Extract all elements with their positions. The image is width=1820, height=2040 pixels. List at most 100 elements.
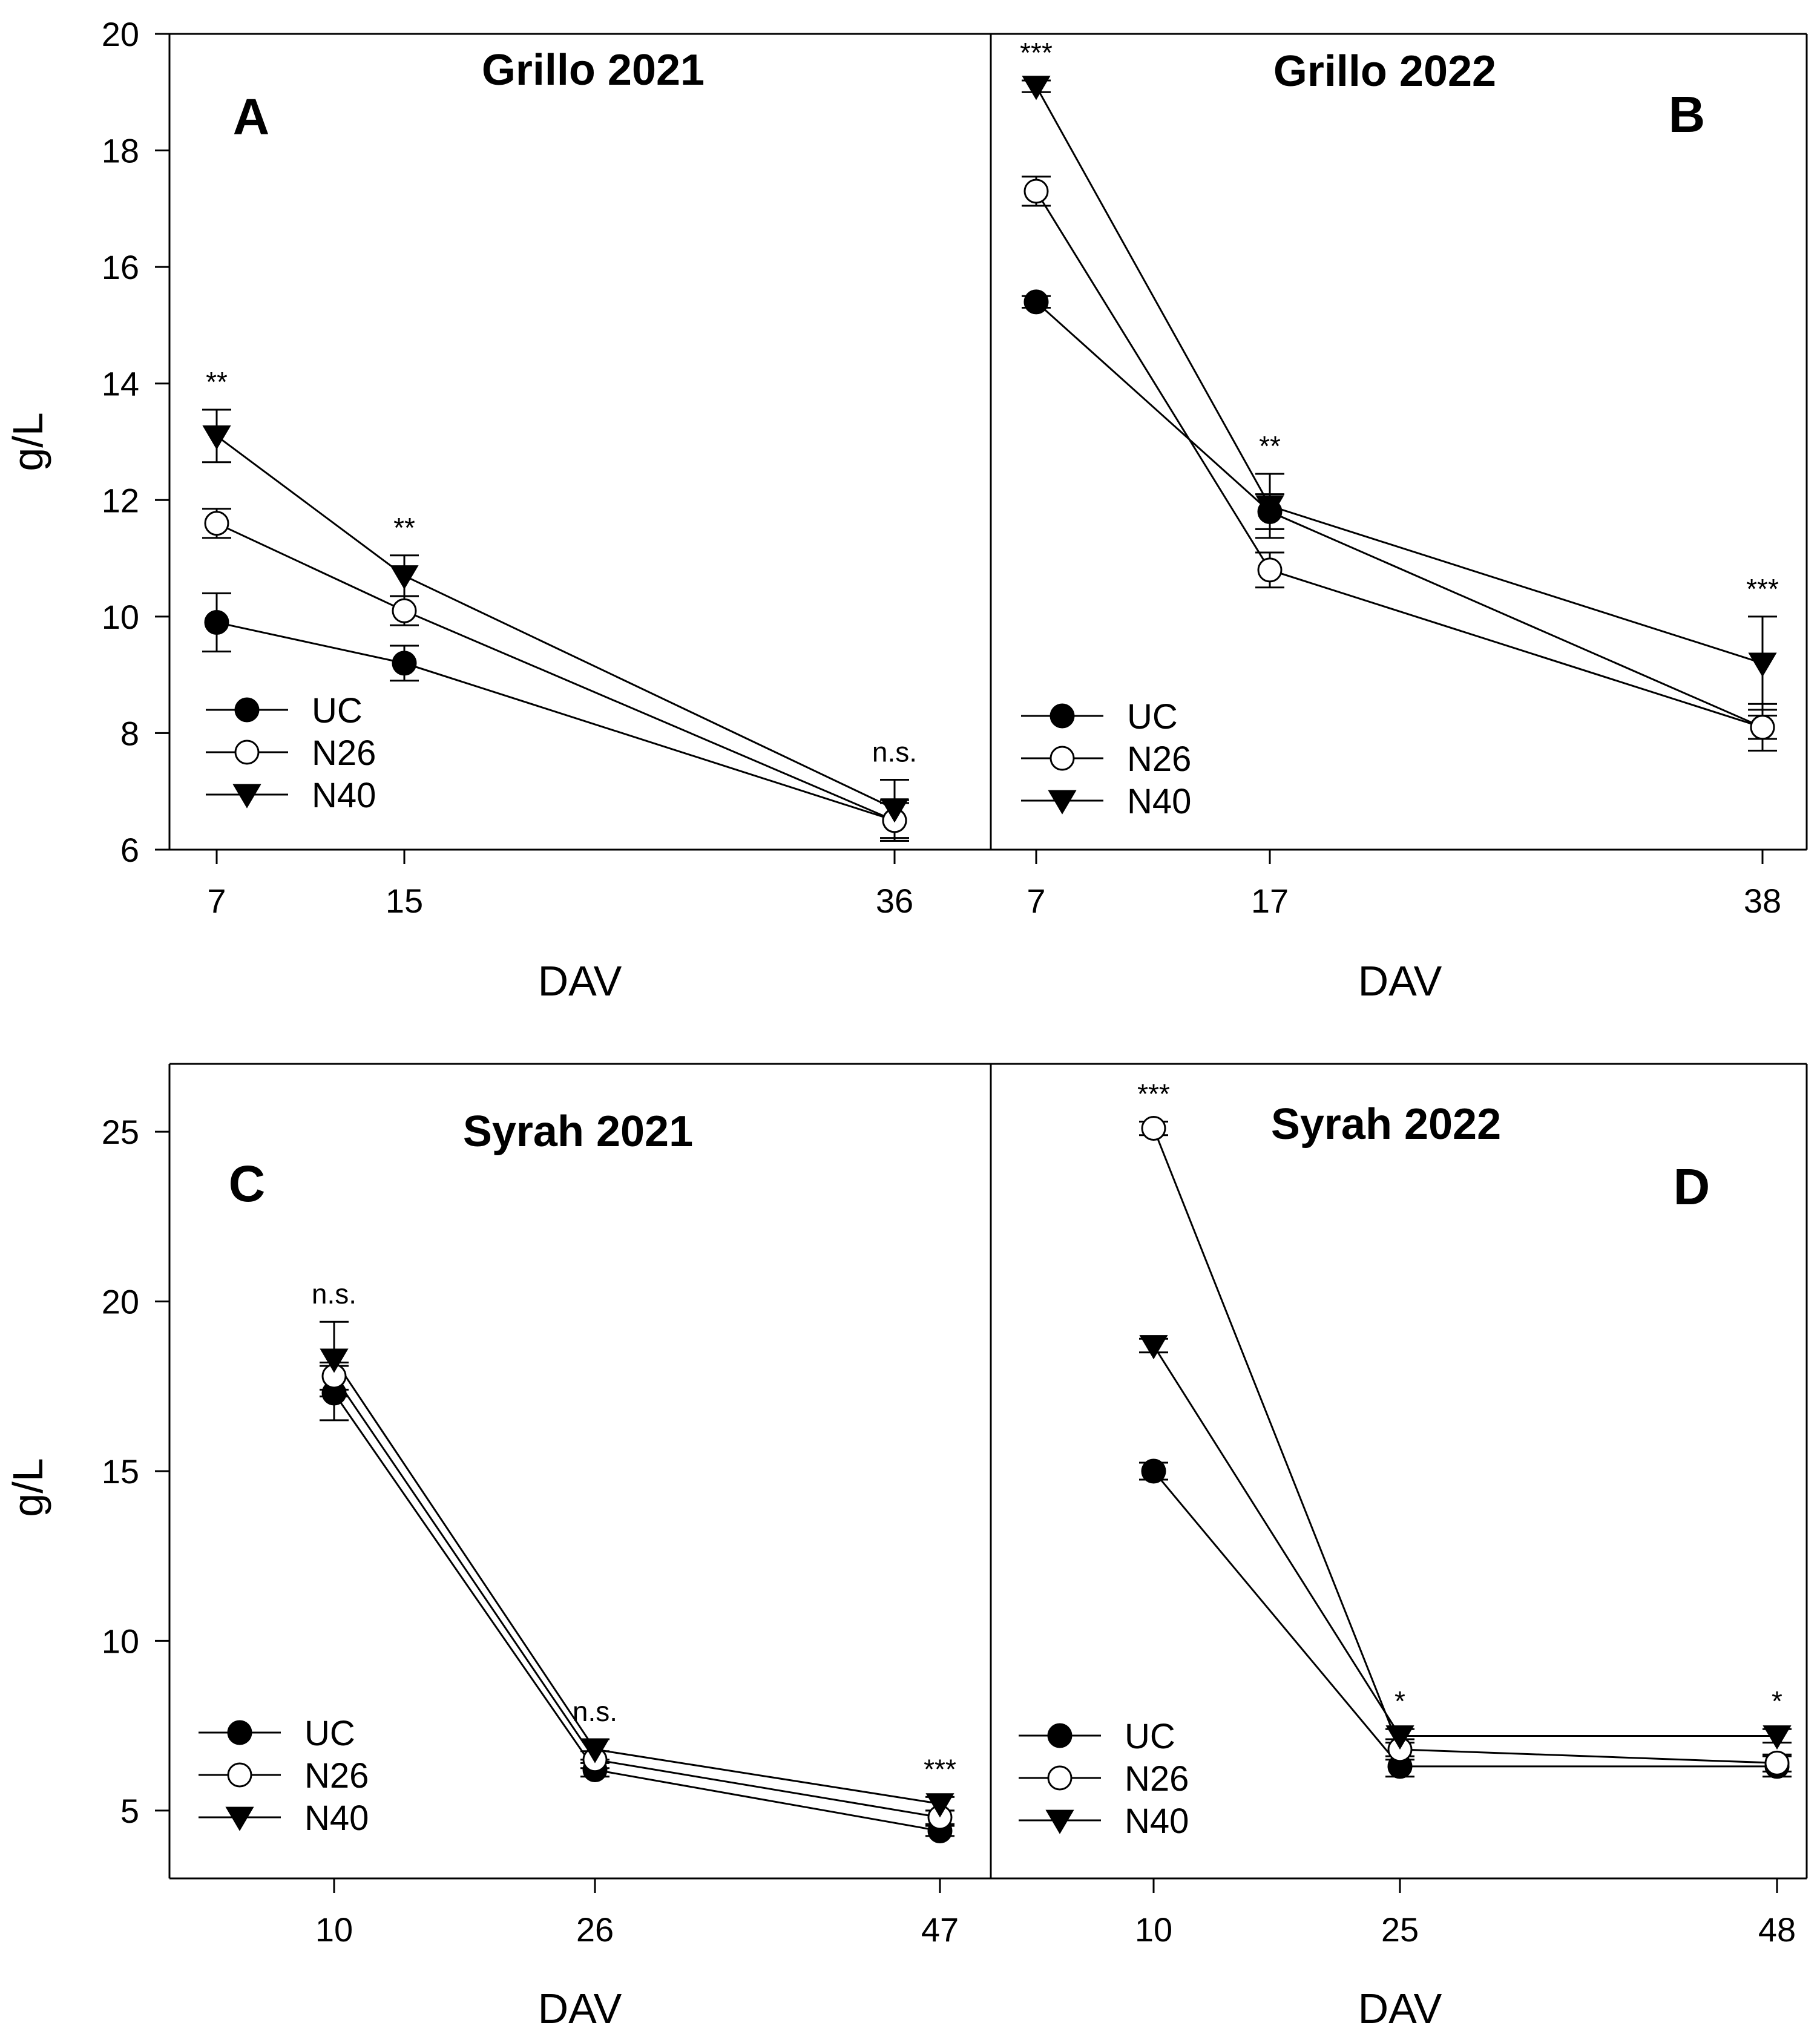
legend-label: UC bbox=[304, 1714, 355, 1753]
legend-label: UC bbox=[312, 691, 363, 730]
legend-label: N40 bbox=[1125, 1802, 1189, 1841]
legend-label: N26 bbox=[312, 733, 376, 773]
series-line-n40 bbox=[1152, 1345, 1777, 1737]
panel-title: Syrah 2021 bbox=[463, 1107, 693, 1156]
legend-label: N40 bbox=[304, 1799, 369, 1838]
data-point-n26 bbox=[204, 511, 229, 536]
significance-label: ** bbox=[393, 512, 415, 543]
y-tick-label: 10 bbox=[102, 598, 139, 636]
x-tick-label: 10 bbox=[1135, 1910, 1172, 1949]
significance-label: n.s. bbox=[872, 736, 917, 767]
series-line-uc bbox=[1152, 1471, 1777, 1768]
panel-title: Grillo 2021 bbox=[482, 46, 705, 94]
x-axis-label: DAV bbox=[1358, 957, 1442, 1005]
data-point-n40 bbox=[880, 798, 909, 823]
x-axis-label: DAV bbox=[538, 957, 622, 1005]
legend-marker-uc bbox=[234, 697, 260, 723]
x-tick-label: 36 bbox=[876, 882, 913, 920]
legend-label: N26 bbox=[1127, 740, 1191, 779]
panel-title: Syrah 2022 bbox=[1271, 1100, 1501, 1149]
legend-marker-uc bbox=[1047, 1723, 1073, 1748]
data-point-n26 bbox=[1257, 557, 1283, 583]
data-point-n40 bbox=[580, 1739, 609, 1763]
legend-marker-n26 bbox=[227, 1762, 252, 1788]
series-line-n26 bbox=[1035, 191, 1763, 729]
data-point-n40 bbox=[925, 1793, 954, 1818]
significance-label: ** bbox=[1259, 430, 1281, 462]
legend-marker-n40 bbox=[232, 784, 261, 808]
panel-letter: B bbox=[1669, 86, 1706, 143]
panel-letter: D bbox=[1674, 1158, 1710, 1215]
y-tick-label: 16 bbox=[102, 248, 139, 286]
y-tick-label: 6 bbox=[120, 831, 139, 869]
legend-marker-n26 bbox=[1050, 746, 1075, 771]
legend-label: N40 bbox=[312, 776, 376, 815]
y-axis-label: g/L bbox=[4, 1458, 51, 1517]
significance-label: *** bbox=[1137, 1078, 1170, 1109]
series-line-n40 bbox=[1035, 85, 1763, 664]
data-point-uc bbox=[1023, 289, 1049, 315]
data-point-n40 bbox=[390, 565, 419, 590]
significance-label: ** bbox=[206, 366, 228, 398]
data-point-uc bbox=[1141, 1458, 1166, 1484]
x-axis-label: DAV bbox=[538, 1985, 622, 2032]
series-line-n26 bbox=[1152, 1128, 1778, 1764]
data-point-n40 bbox=[1022, 76, 1051, 100]
x-axis-label: DAV bbox=[1358, 1985, 1442, 2032]
y-tick-label: 10 bbox=[102, 1622, 139, 1660]
series-line-n40 bbox=[333, 1359, 941, 1805]
legend-marker-n40 bbox=[1048, 790, 1077, 815]
data-point-n26 bbox=[1023, 179, 1049, 204]
y-tick-label: 20 bbox=[102, 1283, 139, 1321]
y-tick-label: 5 bbox=[120, 1792, 139, 1830]
data-point-n26 bbox=[392, 598, 417, 623]
legend-label: UC bbox=[1125, 1717, 1175, 1756]
x-tick-label: 10 bbox=[315, 1910, 353, 1949]
legend-marker-n40 bbox=[225, 1806, 254, 1831]
legend-label: N26 bbox=[1125, 1759, 1189, 1799]
series-line-uc bbox=[1035, 301, 1763, 729]
y-tick-label: 20 bbox=[102, 15, 139, 53]
significance-label: *** bbox=[924, 1753, 956, 1785]
legend-marker-n26 bbox=[1047, 1765, 1073, 1791]
x-tick-label: 38 bbox=[1744, 882, 1781, 920]
significance-label: n.s. bbox=[312, 1278, 356, 1310]
legend-marker-n40 bbox=[1045, 1809, 1074, 1834]
significance-label: *** bbox=[1746, 573, 1779, 605]
data-point-n40 bbox=[1763, 1725, 1792, 1750]
series-line-n26 bbox=[333, 1376, 941, 1819]
data-point-n26 bbox=[1750, 715, 1775, 740]
data-point-n40 bbox=[202, 425, 231, 450]
data-point-n26 bbox=[1764, 1750, 1790, 1776]
y-tick-label: 15 bbox=[102, 1452, 139, 1491]
data-point-n26 bbox=[1141, 1116, 1166, 1141]
legend-marker-uc bbox=[1050, 703, 1075, 729]
data-point-n40 bbox=[1748, 652, 1777, 677]
significance-label: * bbox=[1772, 1685, 1782, 1717]
y-axis-label: g/L bbox=[4, 412, 51, 471]
x-tick-label: 48 bbox=[1758, 1910, 1796, 1949]
y-tick-label: 8 bbox=[120, 714, 139, 752]
significance-label: *** bbox=[1020, 37, 1053, 68]
data-point-n40 bbox=[1385, 1725, 1414, 1750]
y-tick-label: 25 bbox=[102, 1113, 139, 1151]
legend-label: N26 bbox=[304, 1756, 369, 1796]
data-point-n40 bbox=[1139, 1335, 1168, 1360]
y-tick-label: 14 bbox=[102, 365, 139, 403]
x-tick-label: 7 bbox=[1027, 882, 1045, 920]
panel-letter: C bbox=[229, 1155, 266, 1212]
series-line-uc bbox=[333, 1392, 941, 1832]
x-tick-label: 15 bbox=[386, 882, 423, 920]
x-tick-label: 47 bbox=[921, 1910, 959, 1949]
data-point-n40 bbox=[320, 1348, 349, 1373]
panel-title: Grillo 2022 bbox=[1273, 47, 1496, 96]
x-tick-label: 26 bbox=[576, 1910, 614, 1949]
x-tick-label: 7 bbox=[207, 882, 226, 920]
legend-marker-n26 bbox=[234, 740, 260, 765]
y-tick-label: 18 bbox=[102, 132, 139, 170]
x-tick-label: 17 bbox=[1251, 882, 1289, 920]
data-point-uc bbox=[204, 609, 229, 635]
legend-marker-uc bbox=[227, 1720, 252, 1745]
y-tick-label: 12 bbox=[102, 481, 139, 519]
